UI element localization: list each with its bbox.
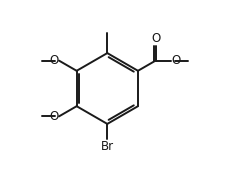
Text: Br: Br [101, 140, 114, 153]
Text: O: O [49, 54, 58, 67]
Text: O: O [171, 54, 180, 67]
Text: O: O [49, 110, 58, 123]
Text: O: O [151, 32, 160, 45]
